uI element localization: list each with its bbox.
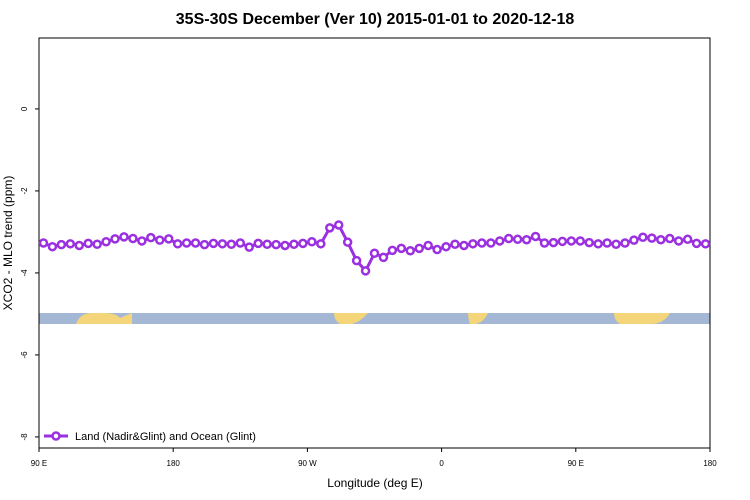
data-point	[369, 248, 380, 258]
data-point	[333, 220, 344, 230]
data-point	[566, 236, 577, 246]
x-axis-label: Longitude (deg E)	[327, 476, 422, 490]
data-point	[638, 232, 648, 243]
data-point	[101, 237, 111, 247]
data-point	[530, 231, 541, 242]
data-point	[682, 234, 693, 245]
data-point	[128, 233, 138, 244]
data-point	[342, 237, 353, 247]
data-point	[253, 238, 263, 249]
data-point	[92, 239, 102, 249]
data-point	[163, 234, 174, 244]
y-tick-label: -2	[20, 187, 29, 195]
data-point	[360, 266, 371, 276]
data-point	[56, 239, 67, 250]
data-point	[450, 239, 460, 249]
data-point	[387, 245, 398, 256]
data-point	[656, 234, 666, 245]
data-point	[316, 239, 326, 249]
y-tick-label: -4	[20, 269, 29, 277]
data-point	[155, 235, 165, 245]
data-point	[486, 238, 496, 248]
data-point	[512, 234, 523, 245]
data-point	[664, 233, 675, 244]
data-point	[477, 238, 487, 248]
data-point	[620, 238, 630, 248]
series-line	[42, 223, 706, 274]
x-tick-label: 180	[167, 459, 181, 468]
data-point	[137, 236, 147, 246]
data-point	[423, 240, 433, 251]
data-point	[432, 244, 442, 255]
data-point	[629, 235, 639, 245]
data-point	[602, 238, 612, 248]
data-point	[208, 238, 219, 249]
legend: Land (Nadir&Glint) and Ocean (Glint)	[44, 431, 256, 443]
data-point	[307, 237, 317, 247]
x-tick-label: 180	[703, 459, 717, 468]
data-point	[700, 239, 711, 249]
y-axis-label: XCO2 - MLO trend (ppm)	[1, 176, 15, 311]
data-point	[414, 243, 424, 254]
data-point	[280, 240, 290, 251]
data-point	[271, 239, 281, 250]
data-point	[468, 239, 478, 249]
data-point	[83, 238, 93, 249]
data-point	[47, 241, 58, 252]
y-tick-label: -6	[20, 351, 29, 359]
data-point	[298, 238, 308, 249]
data-point	[226, 239, 237, 249]
data-point	[199, 239, 210, 250]
data-point	[74, 240, 85, 251]
legend-label: Land (Nadir&Glint) and Ocean (Glint)	[75, 431, 256, 443]
data-point	[405, 246, 416, 256]
data-point	[691, 238, 702, 249]
data-point	[65, 239, 76, 249]
y-tick-label: -8	[20, 433, 29, 441]
data-point	[217, 239, 228, 249]
land-ocean-strip	[39, 313, 710, 324]
data-point	[673, 236, 684, 246]
data-point	[110, 234, 120, 244]
x-tick-label: 90 E	[31, 459, 47, 468]
data-point	[495, 236, 505, 246]
data-point	[441, 241, 451, 252]
data-point	[647, 233, 657, 243]
data-point	[575, 236, 586, 246]
data-point	[584, 237, 594, 248]
data-point	[262, 239, 272, 249]
data-point	[244, 242, 254, 252]
data-point	[548, 237, 559, 248]
data-point	[459, 240, 469, 251]
legend-marker	[51, 431, 61, 441]
data-point	[378, 252, 389, 263]
x-tick-label: 0	[439, 459, 444, 468]
data-point	[235, 238, 246, 248]
data-point	[396, 243, 407, 254]
data-point	[503, 233, 514, 244]
data-point	[119, 232, 129, 242]
data-point	[521, 234, 532, 245]
chart-title: 35S-30S December (Ver 10) 2015-01-01 to …	[176, 11, 575, 28]
data-point	[611, 239, 621, 249]
data-point	[190, 238, 201, 248]
data-point	[557, 236, 568, 247]
data-point	[172, 239, 183, 249]
data-point	[351, 255, 362, 266]
x-tick-label: 90 W	[298, 459, 317, 468]
data-point	[325, 223, 335, 233]
data-point	[181, 238, 192, 248]
x-tick-label: 90 E	[568, 459, 584, 468]
data-point	[593, 239, 603, 249]
data-point	[146, 232, 156, 243]
data-point	[38, 238, 49, 248]
data-point	[289, 239, 299, 249]
y-tick-label: 0	[20, 106, 29, 111]
data-point	[539, 238, 550, 248]
